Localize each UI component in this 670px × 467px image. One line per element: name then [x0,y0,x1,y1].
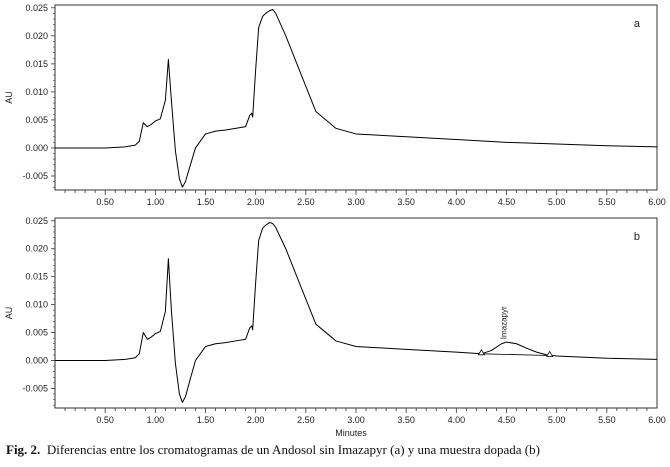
chromatogram-trace [55,221,658,403]
x-tick-label: 2.00 [247,197,265,207]
y-tick-label: 0.005 [25,328,48,338]
y-tick-label: 0.000 [25,356,48,366]
y-tick-label: 0.010 [25,300,48,310]
x-tick-label: 4.50 [498,415,516,425]
x-axis-title: Minutes [335,428,367,438]
x-tick-label: 5.50 [598,197,616,207]
y-tick-label: 0.025 [25,216,48,226]
x-tick-label: 3.00 [347,197,365,207]
y-tick-label: -0.005 [22,383,48,393]
chart-panel-b: 0.50 1.00 1.50 2.00 2.50 3.00 3.50 4.00 4.50 5.00… [4,216,666,438]
y-axis-title: AU [4,91,14,104]
peak-marker-triangle [477,349,486,356]
chromatogram-figure: 0.50 1.00 1.50 2.00 2.50 3.00 3.50 4.00 4.50 5.00… [4,3,666,438]
chromatogram-trace [55,8,658,188]
x-tick-label: 4.00 [448,197,466,207]
x-tick-label: 3.50 [397,415,415,425]
figure-caption: Fig. 2. Diferencias entre los cromatogra… [6,442,666,458]
x-tick-label: 6.00 [648,197,666,207]
peak-marker-triangle [545,350,554,357]
y-tick-label: 0.000 [25,143,48,153]
x-tick-label: 1.50 [197,197,215,207]
x-tick-label: 1.50 [197,415,215,425]
chart-panel-a: 0.50 1.00 1.50 2.00 2.50 3.00 3.50 4.00 4.50 5.00… [4,3,666,207]
x-tick-label: 3.00 [347,415,365,425]
y-axis-title: AU [4,307,14,320]
y-tick-label: 0.005 [25,115,48,125]
x-tick-label: 3.50 [397,197,415,207]
y-tick-label: 0.020 [25,244,48,254]
peak-baseline [481,353,550,356]
peak-annotation-label: Imazapyr [500,306,509,339]
y-tick-label: 0.015 [25,59,48,69]
panel-label: a [634,18,641,30]
x-tick-label: 0.50 [96,197,114,207]
plot-frame [54,4,658,191]
caption-label: Fig. 2. [6,442,41,457]
plot-frame [54,217,658,409]
y-tick-label: 0.010 [25,87,48,97]
x-tick-label: 4.00 [448,415,466,425]
x-tick-label: 5.00 [548,415,566,425]
x-tick-label: 0.50 [96,415,114,425]
x-tick-label: 1.00 [147,415,165,425]
caption-text: Diferencias entre los cromatogramas de u… [46,442,540,457]
x-tick-label: 5.50 [598,415,616,425]
x-tick-label: 6.00 [648,415,666,425]
y-tick-label: -0.005 [22,171,48,181]
y-tick-label: 0.020 [25,31,48,41]
x-tick-label: 1.00 [147,197,165,207]
y-tick-label: 0.025 [25,3,48,13]
panel-label: b [634,231,640,243]
x-tick-label: 2.50 [297,197,315,207]
x-tick-label: 2.50 [297,415,315,425]
x-tick-label: 2.00 [247,415,265,425]
x-tick-label: 4.50 [498,197,516,207]
x-tick-label: 5.00 [548,197,566,207]
y-tick-label: 0.015 [25,272,48,282]
